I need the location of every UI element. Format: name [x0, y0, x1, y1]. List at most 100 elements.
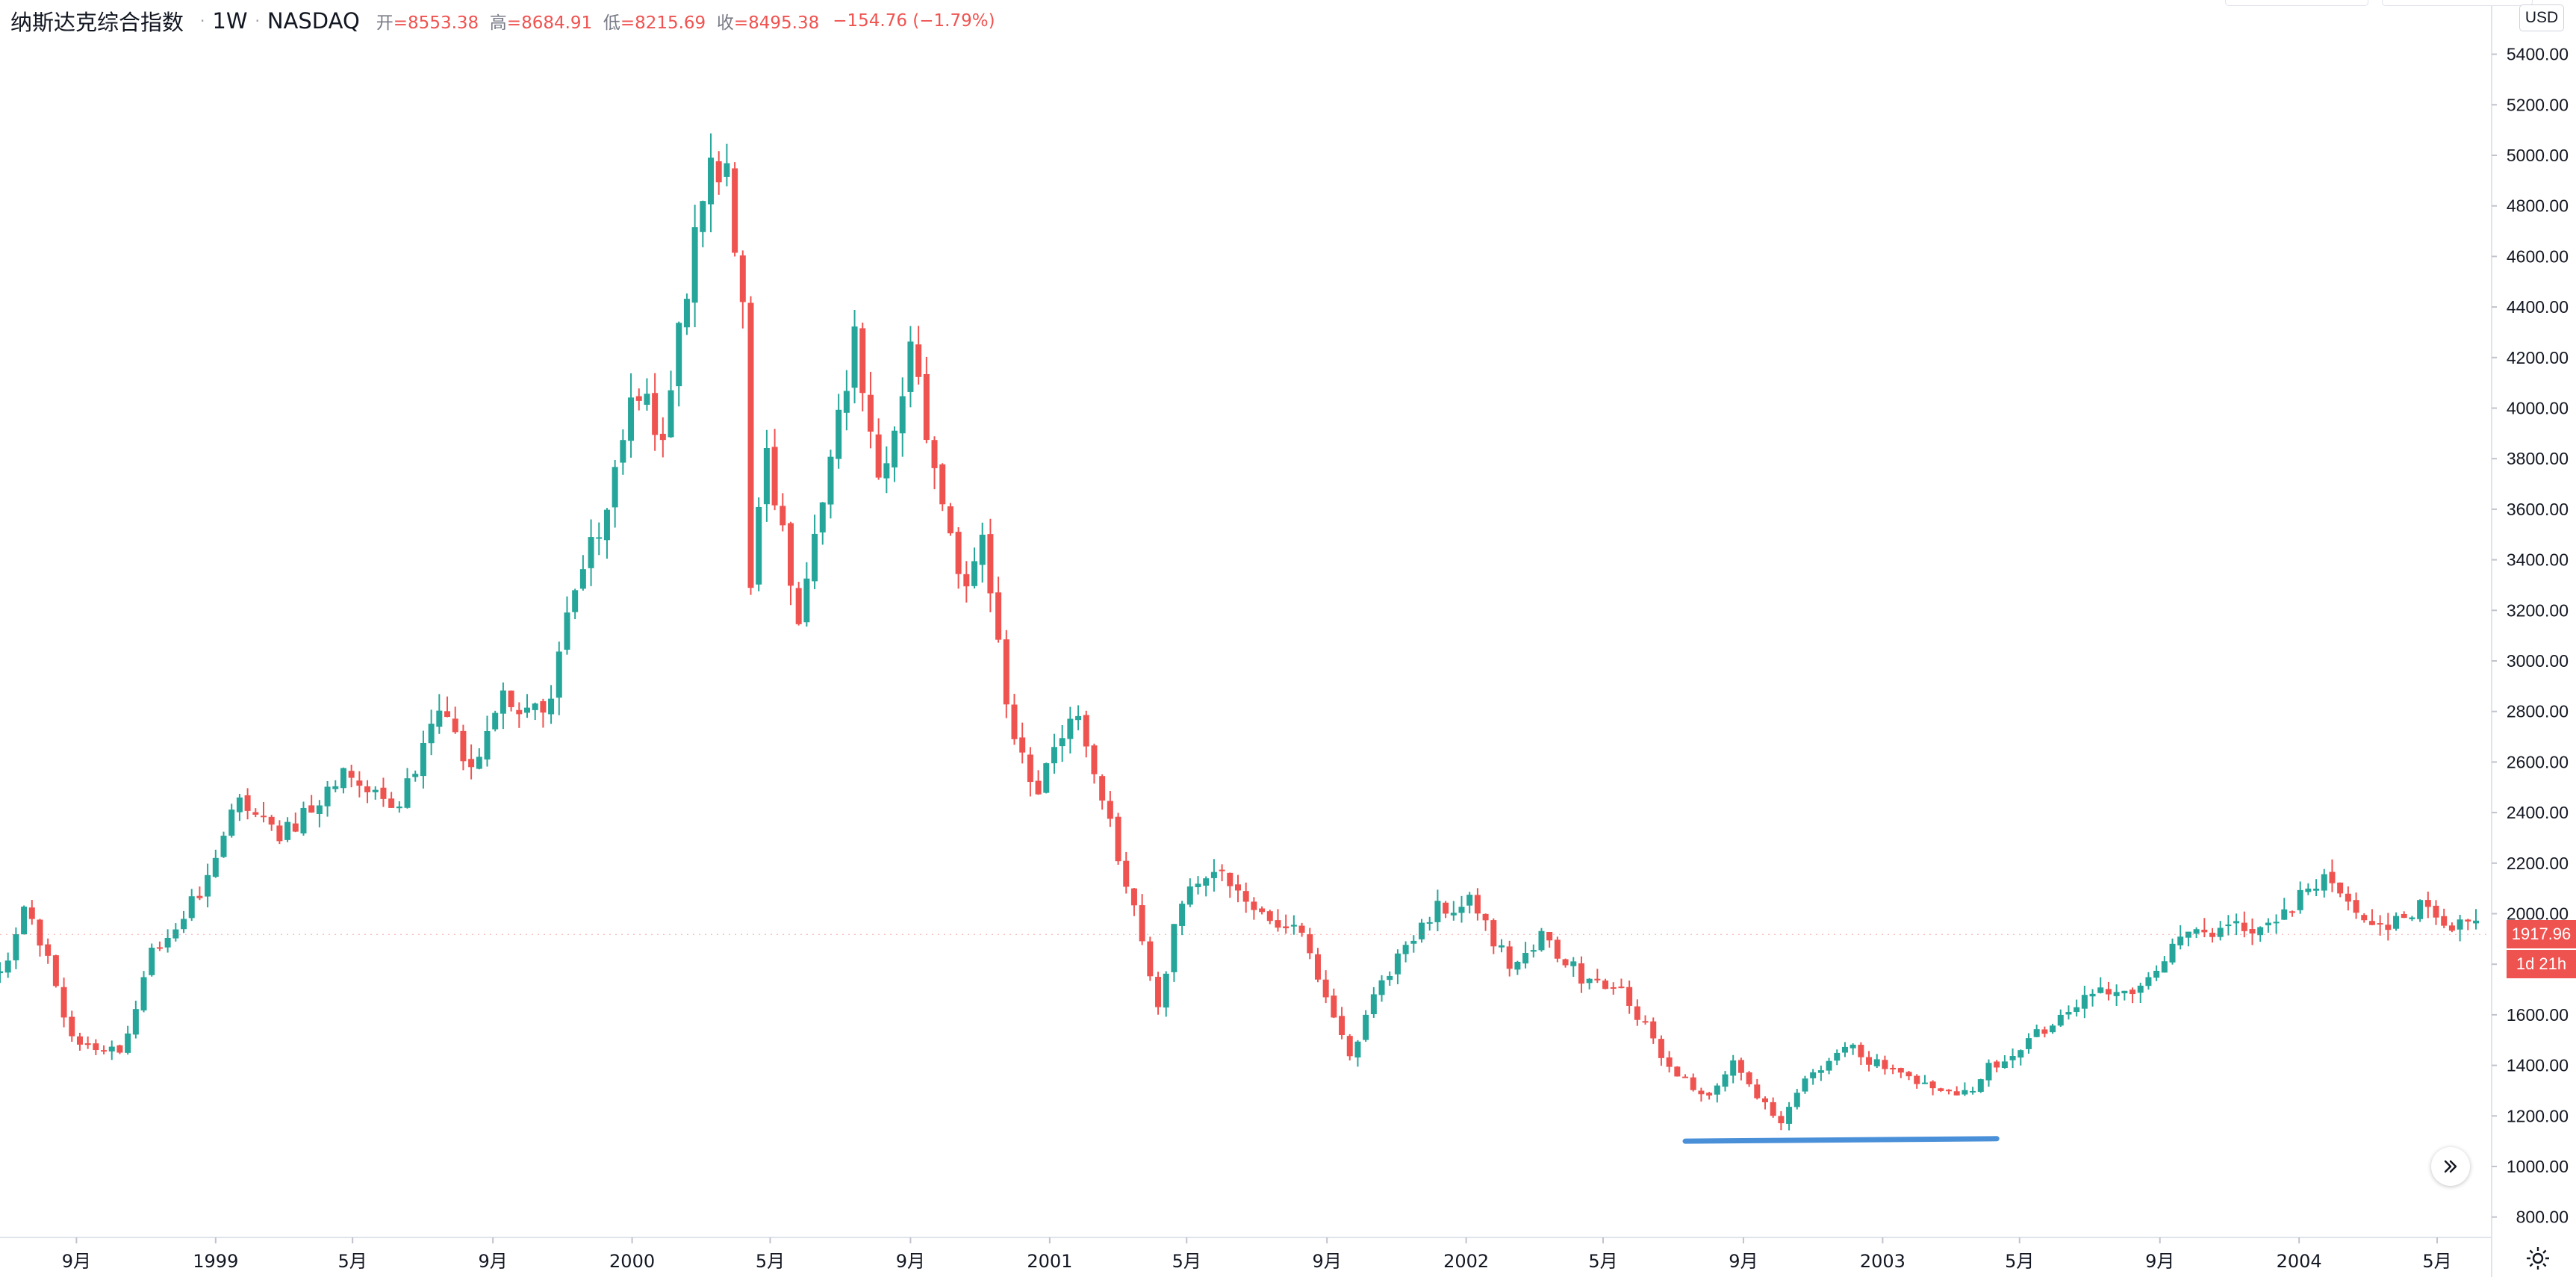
candle-up — [763, 448, 770, 505]
candle-up — [1043, 762, 1050, 793]
candle-up — [2457, 919, 2463, 930]
candle-down — [45, 944, 52, 956]
candle-up — [172, 929, 179, 939]
candle-up — [2073, 1007, 2080, 1013]
price-tick-label: 3200.00 — [2507, 600, 2569, 620]
symbol-name[interactable]: 纳斯达克综合指数 — [10, 10, 184, 35]
candle-down — [1147, 941, 1154, 977]
candle-up — [1841, 1046, 1848, 1053]
candle-up — [2409, 917, 2415, 919]
candle-up — [1163, 973, 1169, 1008]
price-tick-label: 3000.00 — [2507, 651, 2569, 671]
price-tick-label: 2200.00 — [2507, 854, 2569, 873]
candle-down — [1346, 1036, 1353, 1057]
candle-down — [1890, 1067, 1897, 1070]
candle-up — [1186, 886, 1193, 905]
price-tick-label: 3800.00 — [2507, 449, 2569, 468]
price-tick-label: 5000.00 — [2507, 146, 2569, 165]
candle-down — [93, 1043, 99, 1051]
candle-down — [795, 588, 802, 624]
gear-icon[interactable] — [2524, 1244, 2552, 1273]
candle-up — [404, 778, 411, 808]
candle-down — [2433, 905, 2439, 918]
candle-down — [1490, 920, 1497, 947]
candle-down — [652, 393, 659, 435]
candle-up — [2161, 961, 2168, 973]
candle-down — [244, 795, 251, 811]
candle-down — [348, 771, 355, 778]
candle-up — [2281, 909, 2288, 920]
time-tick-label: 5月 — [1172, 1251, 1201, 1272]
candle-down — [1634, 1006, 1640, 1020]
candle-down — [292, 823, 299, 832]
candle-down — [1626, 987, 1633, 1006]
candle-up — [2297, 889, 2303, 910]
time-axis: 9月 1999 5月 9月 2000 5月 9月 2001 5月 9月 2002 5月 9月 2003 5月… — [62, 1237, 2452, 1272]
candle-down — [252, 812, 259, 815]
candle-down — [939, 464, 946, 505]
candle-down — [915, 344, 922, 377]
candle-up — [0, 971, 3, 974]
candle-down — [1219, 869, 1225, 871]
candle-down — [867, 394, 874, 432]
candle-up — [700, 201, 706, 232]
candle-up — [1730, 1060, 1737, 1076]
candle-down — [739, 255, 746, 302]
toolbar-stub[interactable] — [2225, 0, 2368, 6]
candle-up — [1522, 953, 1529, 964]
candle-down — [364, 786, 371, 792]
support-trendline[interactable] — [1682, 1136, 2000, 1144]
candle-down — [2361, 915, 2368, 921]
candle-down — [2129, 989, 2136, 995]
price-tick-label: 1600.00 — [2507, 1005, 2569, 1025]
price-tick-label: 4000.00 — [2507, 399, 2569, 418]
candle-down — [1650, 1021, 1657, 1039]
candle-up — [228, 810, 235, 836]
candle-up — [420, 742, 426, 777]
candle-up — [588, 537, 594, 568]
candle-up — [2257, 927, 2264, 936]
candle-up — [236, 797, 243, 813]
candle-up — [2033, 1029, 2040, 1037]
candle-up — [428, 724, 435, 744]
time-tick-label: 1999 — [193, 1251, 238, 1272]
candle-down — [1938, 1088, 1944, 1091]
candle-down — [1858, 1045, 1864, 1057]
candle-up — [316, 805, 323, 814]
candle-up — [2265, 922, 2271, 926]
candle-down — [1946, 1090, 1953, 1092]
candle-up — [1051, 747, 1057, 764]
candle-down — [2209, 933, 2216, 937]
time-tick-label: 9月 — [2145, 1251, 2174, 1272]
candle-down — [787, 523, 794, 586]
time-tick-label: 9月 — [896, 1251, 925, 1272]
open-label: 开 — [376, 13, 393, 33]
toolbar-stub[interactable] — [2382, 0, 2533, 6]
currency-badge[interactable]: USD — [2519, 4, 2564, 31]
candle-down — [1107, 801, 1113, 819]
candle-up — [827, 456, 834, 505]
candle-down — [1443, 902, 1449, 914]
candle-down — [1251, 901, 1257, 910]
time-tick-label: 5月 — [338, 1251, 367, 1272]
price-tick-label: 3400.00 — [2507, 550, 2569, 570]
candle-up — [979, 535, 986, 565]
low-label: 低 — [603, 13, 620, 33]
candle-up — [1514, 961, 1521, 970]
candle-up — [332, 786, 339, 789]
candle-up — [2121, 990, 2128, 994]
candle-up — [2177, 936, 2184, 945]
high-value: =8684.91 — [506, 13, 593, 33]
candle-down — [1578, 963, 1584, 984]
time-tick-label: 5月 — [2422, 1251, 2451, 1272]
candle-down — [1235, 884, 1241, 891]
candle-down — [635, 396, 642, 401]
price-tick-label: 4200.00 — [2507, 348, 2569, 367]
candle-down — [987, 534, 994, 594]
timeframe-label[interactable]: 1W — [212, 8, 248, 34]
candle-up — [1394, 953, 1401, 975]
candle-down — [1674, 1066, 1681, 1077]
candle-up — [2089, 993, 2096, 997]
scroll-to-realtime-button[interactable] — [2431, 1147, 2470, 1186]
